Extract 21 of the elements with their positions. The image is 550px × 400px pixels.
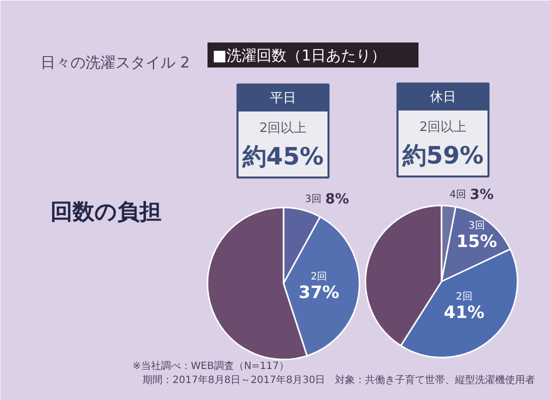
slice-label: 3回 [305, 194, 322, 206]
text: 日々の洗濯スタイル 2 [40, 54, 190, 72]
text: 回数の負担 [50, 200, 162, 225]
text: ※当社調べ：WEB調査（N=117） [132, 360, 289, 372]
data-label: 41% [444, 303, 484, 324]
slice-label: 2回 [310, 271, 328, 282]
data-label: 15% [456, 232, 498, 252]
chart-title: 休日 [430, 90, 456, 105]
slice-label: 3回 [468, 220, 485, 232]
data-label: 8% [325, 192, 350, 208]
text: 2回以上 [419, 120, 467, 135]
text: 約59% [401, 142, 484, 170]
text: 約45% [241, 142, 324, 170]
data-label: 37% [298, 282, 340, 303]
slice-label: 2回 [456, 292, 472, 303]
text: ■洗濯回数（1日あたり） [212, 46, 386, 64]
text: 期間：2017年8月8日～2017年8月30日 対象：共働き子育て世帯、縦型洗濯機使用者 [142, 374, 536, 386]
text: 2回以上 [259, 121, 307, 136]
chart-title: 平日 [270, 91, 296, 106]
slice-label: 4回 [450, 190, 466, 201]
data-label: 3% [470, 187, 494, 204]
